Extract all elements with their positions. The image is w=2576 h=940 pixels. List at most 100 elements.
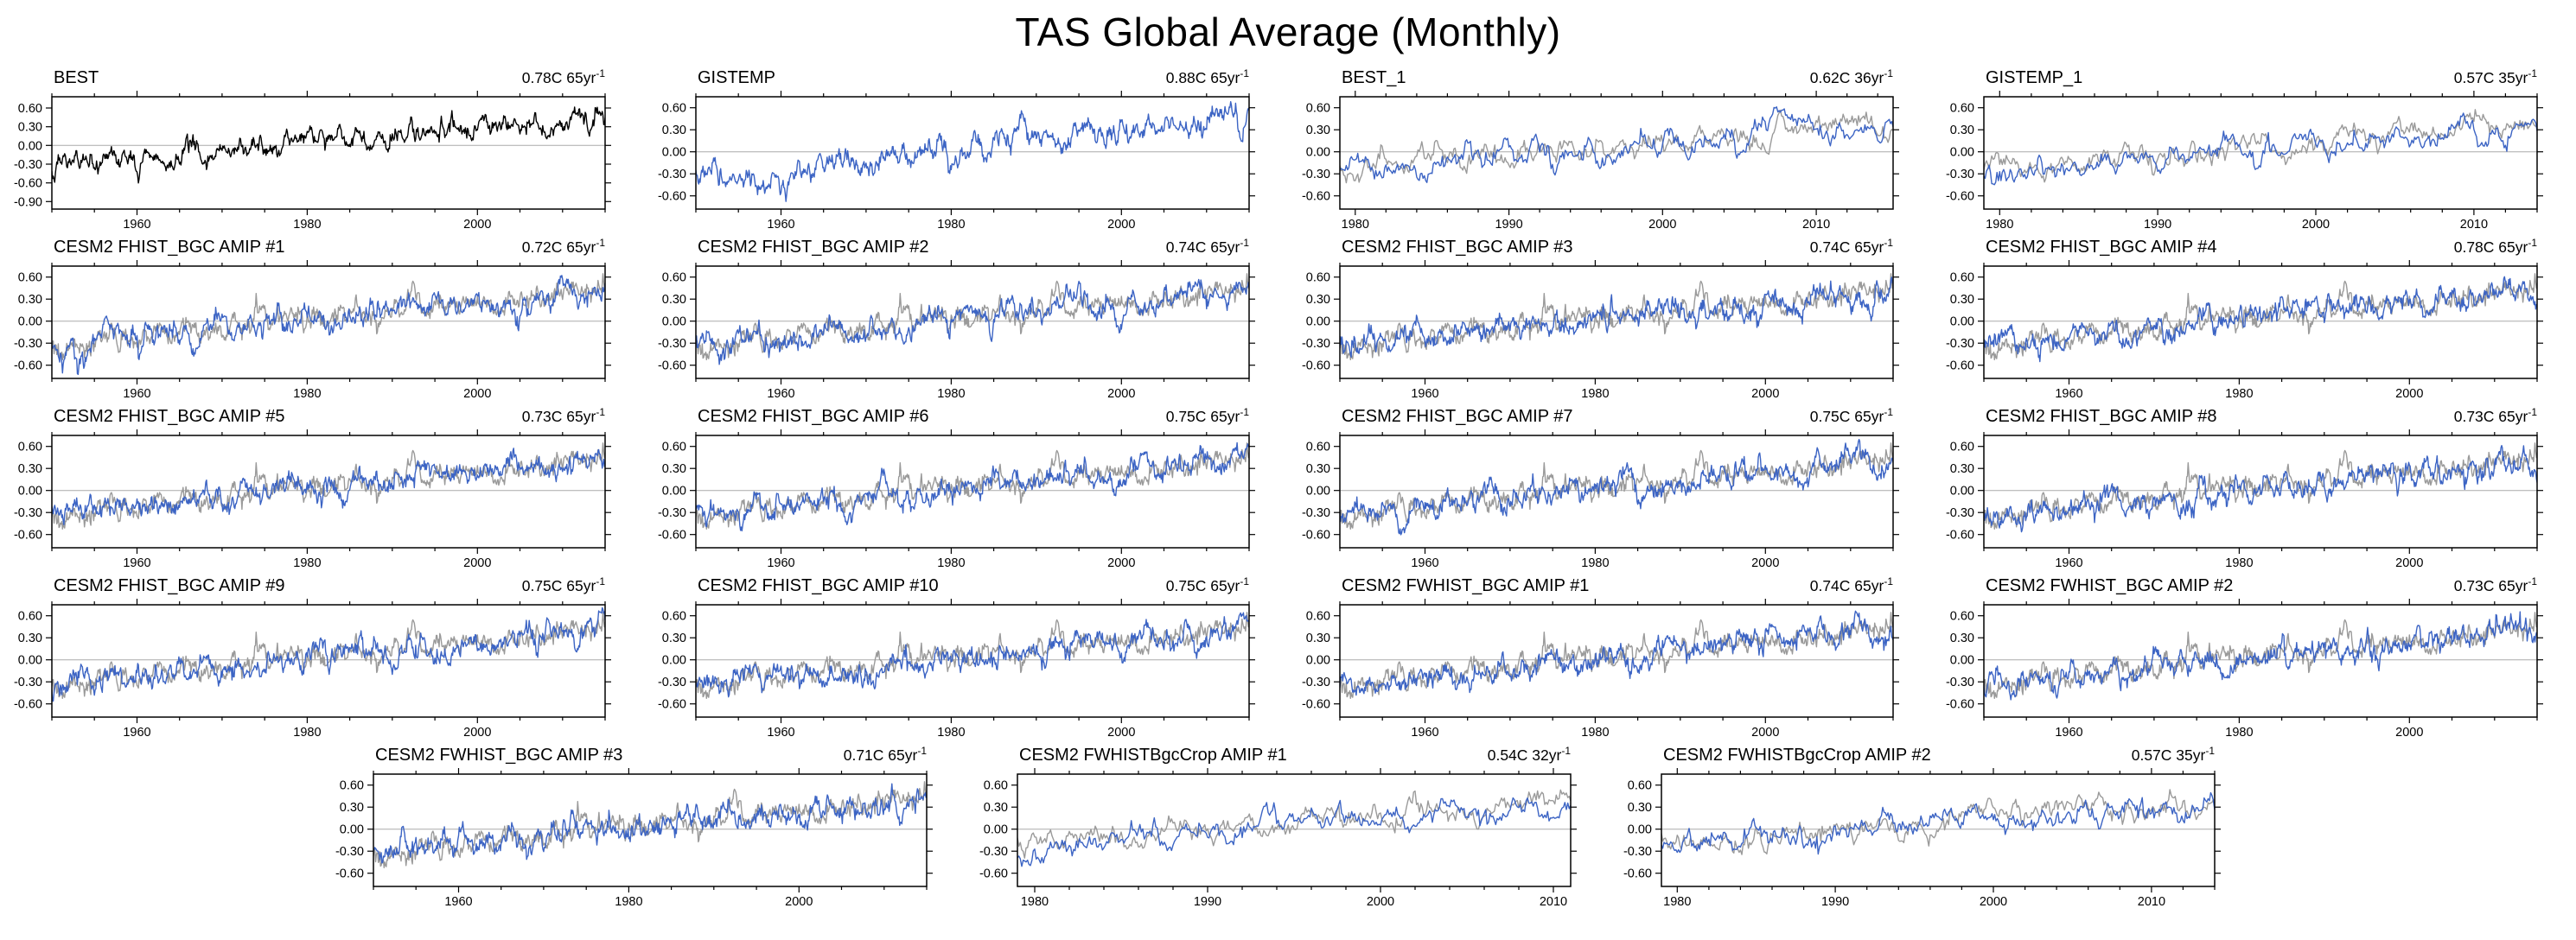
trend-annotation: 0.57C 35yr-1: [2454, 67, 2537, 87]
panel-title: CESM2 FHIST_BGC AMIP #8: [1986, 406, 2217, 426]
panel-title: BEST: [54, 67, 99, 87]
svg-text:1960: 1960: [2055, 556, 2082, 570]
panel-title: CESM2 FHIST_BGC AMIP #7: [1342, 406, 1573, 426]
trend-exponent: -1: [596, 237, 605, 249]
svg-text:0.00: 0.00: [1306, 146, 1330, 160]
svg-text:0.00: 0.00: [1306, 315, 1330, 329]
svg-text:2000: 2000: [1107, 556, 1135, 570]
svg-text:1980: 1980: [615, 895, 642, 909]
timeseries-plot: 1960 1980 2000 0.60 0.30 0.00 -0.30 -0.60: [1946, 429, 2543, 570]
svg-text:1980: 1980: [2225, 387, 2253, 401]
svg-text:1980: 1980: [293, 387, 321, 401]
svg-text:-0.30: -0.30: [335, 845, 364, 859]
trend-exponent: -1: [1884, 237, 1893, 249]
chart-panel: BEST_1 0.62C 36yr-1 1980 1990 2000 2010 0.60…: [1288, 67, 1932, 232]
svg-text:2000: 2000: [1751, 556, 1779, 570]
svg-text:-0.30: -0.30: [658, 676, 686, 689]
svg-text:0.60: 0.60: [18, 441, 42, 454]
svg-text:0.30: 0.30: [18, 293, 42, 307]
svg-text:0.30: 0.30: [1950, 293, 1974, 307]
panel-title: CESM2 FWHIST_BGC AMIP #3: [375, 745, 623, 765]
svg-text:1960: 1960: [767, 726, 794, 740]
svg-text:1960: 1960: [123, 726, 150, 740]
svg-text:0.00: 0.00: [1950, 146, 1974, 160]
chart-panel: CESM2 FHIST_BGC AMIP #7 0.75C 65yr-1 196…: [1288, 406, 1932, 571]
svg-text:0.00: 0.00: [1950, 485, 1974, 499]
timeseries-plot: 1960 1980 2000 0.60 0.30 0.00 -0.30 -0.60: [14, 429, 611, 570]
trend-value: 0.74C 65yr: [1165, 238, 1240, 256]
panel-header: CESM2 FHIST_BGC AMIP #2 0.74C 65yr-1: [644, 237, 1288, 259]
svg-text:0.00: 0.00: [18, 485, 42, 499]
svg-text:0.60: 0.60: [662, 271, 686, 285]
trend-exponent: -1: [1240, 237, 1249, 249]
svg-text:0.30: 0.30: [1306, 632, 1330, 645]
trend-value: 0.73C 65yr: [2453, 576, 2528, 594]
svg-text:-0.90: -0.90: [14, 195, 42, 209]
svg-text:0.60: 0.60: [984, 779, 1008, 793]
panel-title: GISTEMP_1: [1986, 67, 2083, 87]
trend-exponent: -1: [2528, 406, 2537, 418]
svg-text:-0.30: -0.30: [979, 845, 1008, 859]
trend-value: 0.62C 36yr: [1809, 68, 1884, 86]
timeseries-plot: 1960 1980 2000 0.60 0.30 0.00 -0.30 -0.60: [1302, 429, 1899, 570]
panel-header: CESM2 FHIST_BGC AMIP #7 0.75C 65yr-1: [1288, 406, 1932, 429]
chart-panel: CESM2 FHIST_BGC AMIP #5 0.73C 65yr-1 196…: [0, 406, 644, 571]
trend-annotation: 0.74C 65yr-1: [1166, 237, 1249, 257]
svg-text:1960: 1960: [1411, 556, 1438, 570]
panel-header: CESM2 FHIST_BGC AMIP #10 0.75C 65yr-1: [644, 575, 1288, 598]
panel-header: GISTEMP 0.88C 65yr-1: [644, 67, 1288, 90]
svg-text:0.60: 0.60: [1950, 610, 1974, 624]
timeseries-plot: 1980 1990 2000 2010 0.60 0.30 0.00 -0.30 -0.60: [1302, 91, 1899, 232]
panel-row: CESM2 FHIST_BGC AMIP #5 0.73C 65yr-1 196…: [0, 406, 2576, 571]
svg-text:0.30: 0.30: [1950, 632, 1974, 645]
svg-text:-0.60: -0.60: [1946, 190, 1974, 204]
panel-title: CESM2 FHIST_BGC AMIP #10: [698, 575, 939, 595]
svg-text:-0.60: -0.60: [335, 867, 364, 881]
svg-text:2010: 2010: [2460, 218, 2488, 232]
chart-panel: CESM2 FHIST_BGC AMIP #4 0.78C 65yr-1 196…: [1932, 237, 2576, 402]
trend-annotation: 0.88C 65yr-1: [1166, 67, 1249, 87]
timeseries-plot: 1960 1980 2000 0.60 0.30 0.00 -0.30 -0.60: [658, 599, 1255, 740]
svg-text:2010: 2010: [1540, 895, 1567, 909]
svg-text:-0.30: -0.30: [658, 506, 686, 520]
svg-text:1980: 1980: [293, 726, 321, 740]
trend-annotation: 0.75C 65yr-1: [1166, 406, 1249, 426]
panel-title: CESM2 FWHIST_BGC AMIP #2: [1986, 575, 2234, 595]
chart-panel: CESM2 FHIST_BGC AMIP #6 0.75C 65yr-1 196…: [644, 406, 1288, 571]
trend-annotation: 0.71C 65yr-1: [844, 745, 927, 765]
svg-text:0.60: 0.60: [1306, 441, 1330, 454]
svg-text:-0.30: -0.30: [1302, 168, 1330, 181]
svg-text:1980: 1980: [1021, 895, 1049, 909]
svg-text:0.60: 0.60: [1950, 271, 1974, 285]
trend-annotation: 0.72C 65yr-1: [522, 237, 605, 257]
svg-text:2000: 2000: [1980, 895, 2007, 909]
panel-header: CESM2 FHIST_BGC AMIP #9 0.75C 65yr-1: [0, 575, 644, 598]
trend-value: 0.88C 65yr: [1165, 68, 1240, 86]
svg-text:0.60: 0.60: [662, 441, 686, 454]
trend-exponent: -1: [1240, 67, 1249, 79]
svg-text:0.60: 0.60: [662, 610, 686, 624]
svg-text:-0.30: -0.30: [1623, 845, 1652, 859]
svg-text:2000: 2000: [1107, 726, 1135, 740]
trend-exponent: -1: [596, 67, 605, 79]
svg-text:1980: 1980: [937, 726, 965, 740]
trend-value: 0.73C 65yr: [2453, 407, 2528, 425]
chart-panel: CESM2 FWHIST_BGC AMIP #1 0.74C 65yr-1 19…: [1288, 575, 1932, 740]
svg-text:1980: 1980: [1581, 556, 1609, 570]
panel-header: CESM2 FHIST_BGC AMIP #5 0.73C 65yr-1: [0, 406, 644, 429]
svg-text:-0.30: -0.30: [14, 676, 42, 689]
panel-header: CESM2 FWHIST_BGC AMIP #1 0.74C 65yr-1: [1288, 575, 1932, 598]
svg-text:0.00: 0.00: [1306, 654, 1330, 668]
panel-header: CESM2 FHIST_BGC AMIP #6 0.75C 65yr-1: [644, 406, 1288, 429]
svg-text:2000: 2000: [2395, 726, 2423, 740]
svg-text:0.60: 0.60: [1950, 441, 1974, 454]
trend-annotation: 0.54C 32yr-1: [1488, 745, 1571, 765]
svg-text:2000: 2000: [1107, 218, 1135, 232]
panel-title: CESM2 FHIST_BGC AMIP #3: [1342, 237, 1573, 257]
svg-text:1960: 1960: [444, 895, 472, 909]
svg-text:2000: 2000: [2395, 556, 2423, 570]
svg-text:-0.60: -0.60: [658, 359, 686, 373]
svg-text:0.30: 0.30: [1950, 462, 1974, 476]
trend-exponent: -1: [917, 745, 927, 757]
